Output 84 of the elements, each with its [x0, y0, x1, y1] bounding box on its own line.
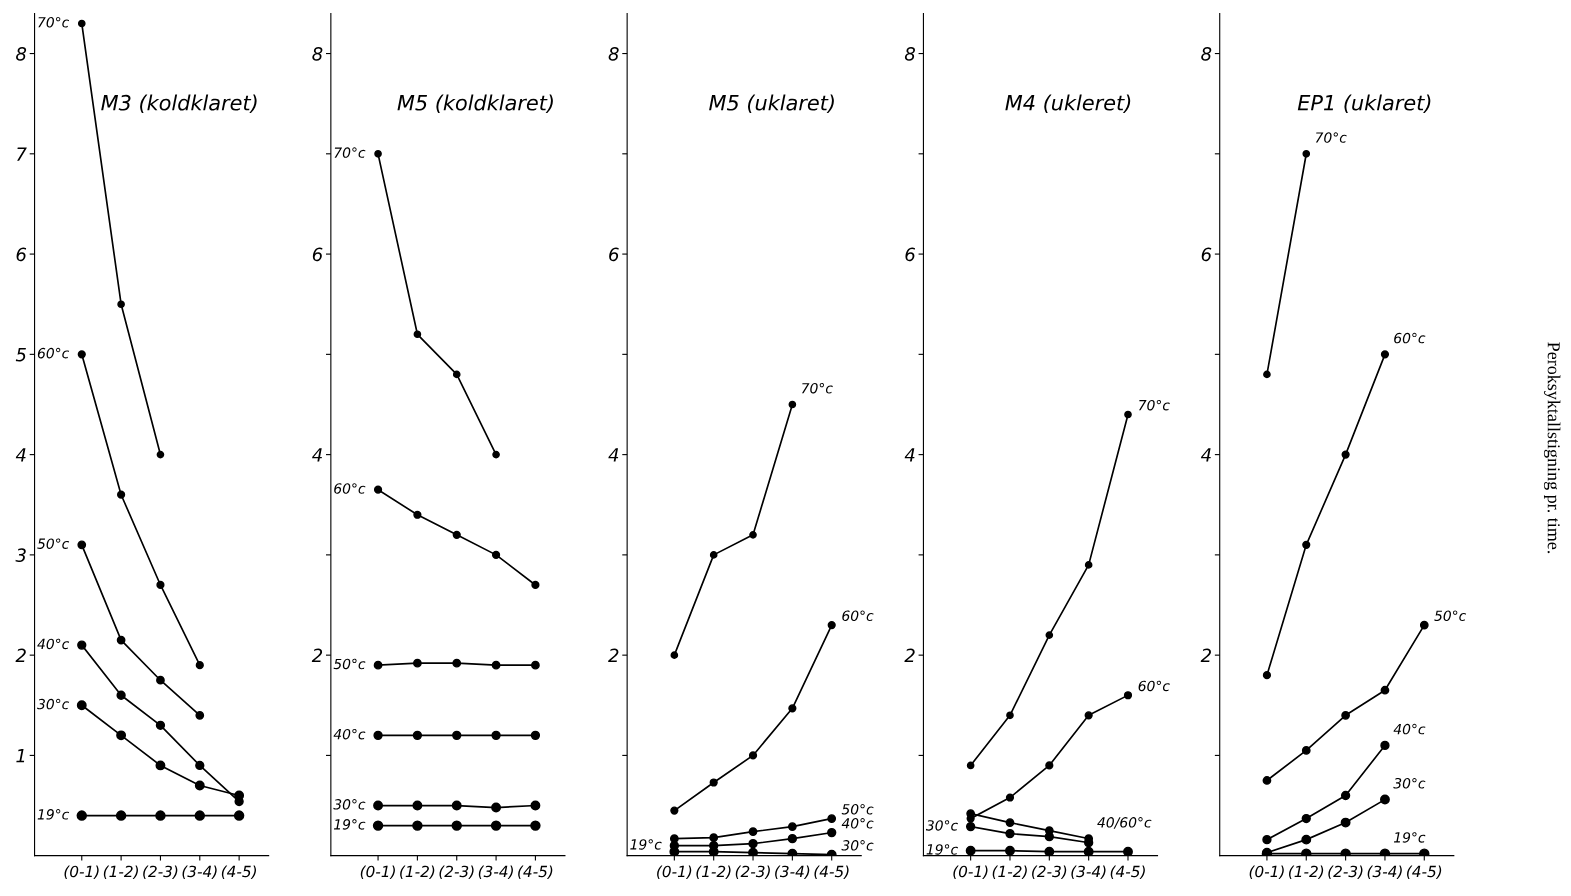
annotation: 30°c — [925, 820, 958, 831]
x-tick-label: (4-5) — [1407, 865, 1442, 880]
x-tick-label: (3-4) — [1367, 865, 1402, 880]
x-tick-label: (1-2) — [696, 865, 731, 880]
annotation: 30°c — [1393, 778, 1426, 789]
annotation: 60°c — [1138, 680, 1170, 692]
y-tick-label: 6 — [1201, 247, 1212, 262]
x-tick-label: (1-2) — [400, 865, 435, 880]
annotation: 40°c — [37, 638, 70, 650]
x-tick-label: (4-5) — [1110, 865, 1145, 880]
x-tick-label: (4-5) — [221, 865, 257, 880]
annotation: 40/60°c — [1097, 817, 1152, 829]
x-tick-label: (2-3) — [735, 865, 770, 880]
x-tick-label: (0-1) — [657, 865, 692, 880]
x-tick-label: (2-3) — [1328, 865, 1363, 880]
x-tick-label: (0-1) — [360, 865, 395, 880]
y-tick-label: 8 — [16, 47, 27, 61]
annotation: 19°c — [1393, 832, 1426, 843]
y-tick-label: 2 — [904, 648, 915, 663]
x-tick-label: (0-1) — [953, 865, 988, 880]
y-tick-label: 1 — [16, 749, 25, 763]
y-tick-label: 3 — [15, 548, 26, 562]
text: EP1 (uklaret) — [1297, 94, 1431, 114]
annotation: 70°c — [38, 16, 70, 28]
x-tick-label: (3-4) — [478, 865, 513, 880]
x-tick-label: (1-2) — [1289, 865, 1324, 880]
text: M5 (koldklaret) — [397, 94, 553, 114]
x-tick-label: (2-3) — [143, 865, 178, 880]
y-tick-label: 4 — [904, 448, 915, 462]
y-tick-label: 4 — [15, 448, 26, 462]
text: M3 (koldklaret) — [101, 94, 257, 114]
x-tick-label: (0-1) — [1249, 865, 1284, 880]
y-tick-label: 8 — [1201, 47, 1212, 61]
annotation: 40°c — [333, 728, 366, 740]
y-tick-label: 4 — [1200, 448, 1211, 462]
annotation: 60°c — [842, 610, 874, 621]
y-tick-label: 8 — [608, 47, 619, 61]
x-tick-label: (1-2) — [992, 865, 1027, 880]
annotation: 70°c — [1139, 399, 1170, 411]
y-tick-label: 8 — [904, 47, 916, 61]
annotation: 30°c — [333, 799, 366, 810]
y-tick-label: 5 — [15, 348, 26, 362]
annotation: 60°c — [37, 347, 70, 359]
annotation: 50°c — [37, 538, 70, 549]
y-axis-title: Peroksyktallstigning pr. time. — [1543, 342, 1561, 554]
annotation: 30°c — [841, 840, 874, 851]
annotation: 60°c — [1394, 332, 1426, 344]
y-tick-label: 2 — [608, 648, 619, 663]
annotation: 60°c — [334, 483, 366, 494]
y-tick-label: 2 — [15, 648, 26, 663]
annotation: 50°c — [333, 658, 366, 670]
y-tick-label: 2 — [1200, 648, 1211, 663]
annotation: 70°c — [801, 382, 833, 394]
annotation: 19°c — [926, 844, 958, 855]
y-tick-label: 6 — [609, 247, 619, 262]
annotation: 40°c — [841, 818, 874, 829]
x-tick-label: (0-1) — [64, 865, 99, 880]
y-tick-label: 7 — [17, 147, 27, 161]
text: M4 (ukleret) — [1005, 94, 1131, 114]
y-tick-label: 4 — [608, 448, 619, 462]
annotation: 30°c — [37, 698, 70, 710]
y-tick-label: 2 — [311, 648, 323, 663]
text: M5 (uklaret) — [709, 94, 834, 114]
x-tick-label: (3-4) — [775, 865, 810, 880]
x-tick-label: (3-4) — [182, 865, 217, 880]
annotation: 19°c — [630, 839, 662, 850]
annotation: 19°c — [333, 819, 366, 830]
y-tick-label: 6 — [905, 247, 915, 262]
x-tick-label: (3-4) — [1071, 865, 1106, 880]
x-tick-label: (4-5) — [814, 865, 849, 880]
annotation: 40°c — [1393, 723, 1426, 735]
x-tick-label: (2-3) — [439, 865, 474, 880]
annotation: 50°c — [841, 804, 874, 815]
x-tick-label: (2-3) — [1032, 865, 1067, 880]
y-tick-label: 6 — [16, 247, 27, 262]
x-tick-label: (1-2) — [103, 865, 138, 880]
annotation: 50°c — [1434, 610, 1467, 621]
x-tick-label: (4-5) — [518, 865, 553, 880]
annotation: 70°c — [334, 147, 366, 158]
annotation: 70°c — [1315, 132, 1347, 143]
y-tick-label: 8 — [312, 47, 323, 61]
y-tick-label: 6 — [312, 247, 323, 262]
y-tick-label: 4 — [312, 448, 322, 462]
annotation: 19°c — [37, 809, 70, 820]
